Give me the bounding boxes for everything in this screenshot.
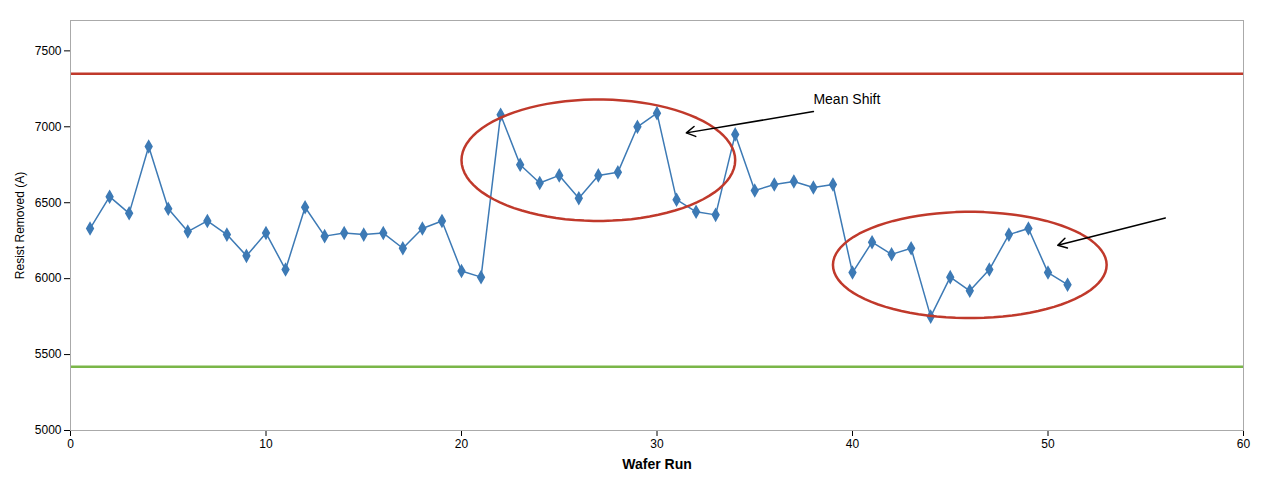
svg-text:Resist Removed (A): Resist Removed (A) (13, 172, 27, 279)
svg-text:7000: 7000 (35, 120, 62, 134)
svg-text:Wafer Run: Wafer Run (622, 456, 691, 472)
svg-text:60: 60 (1237, 437, 1251, 451)
svg-text:Mean Shift: Mean Shift (813, 91, 880, 107)
svg-text:5000: 5000 (35, 423, 62, 437)
svg-text:50: 50 (1041, 437, 1055, 451)
svg-text:5500: 5500 (35, 347, 62, 361)
svg-text:7500: 7500 (35, 44, 62, 58)
svg-text:10: 10 (259, 437, 273, 451)
svg-text:40: 40 (846, 437, 860, 451)
svg-text:20: 20 (455, 437, 469, 451)
svg-text:6500: 6500 (35, 196, 62, 210)
svg-text:6000: 6000 (35, 271, 62, 285)
svg-text:30: 30 (650, 437, 664, 451)
svg-text:0: 0 (67, 437, 74, 451)
